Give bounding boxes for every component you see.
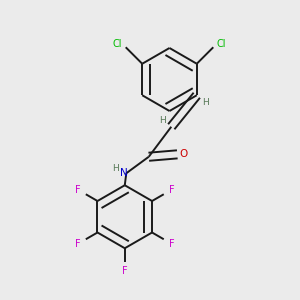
Text: F: F: [169, 185, 174, 195]
Text: F: F: [122, 266, 128, 276]
Text: F: F: [75, 239, 81, 249]
Text: H: H: [202, 98, 208, 107]
Text: O: O: [180, 149, 188, 159]
Text: F: F: [169, 239, 174, 249]
Text: H: H: [112, 164, 119, 173]
Text: Cl: Cl: [112, 39, 122, 49]
Text: H: H: [160, 116, 166, 125]
Text: N: N: [120, 168, 128, 178]
Text: Cl: Cl: [216, 39, 226, 49]
Text: F: F: [75, 185, 81, 195]
